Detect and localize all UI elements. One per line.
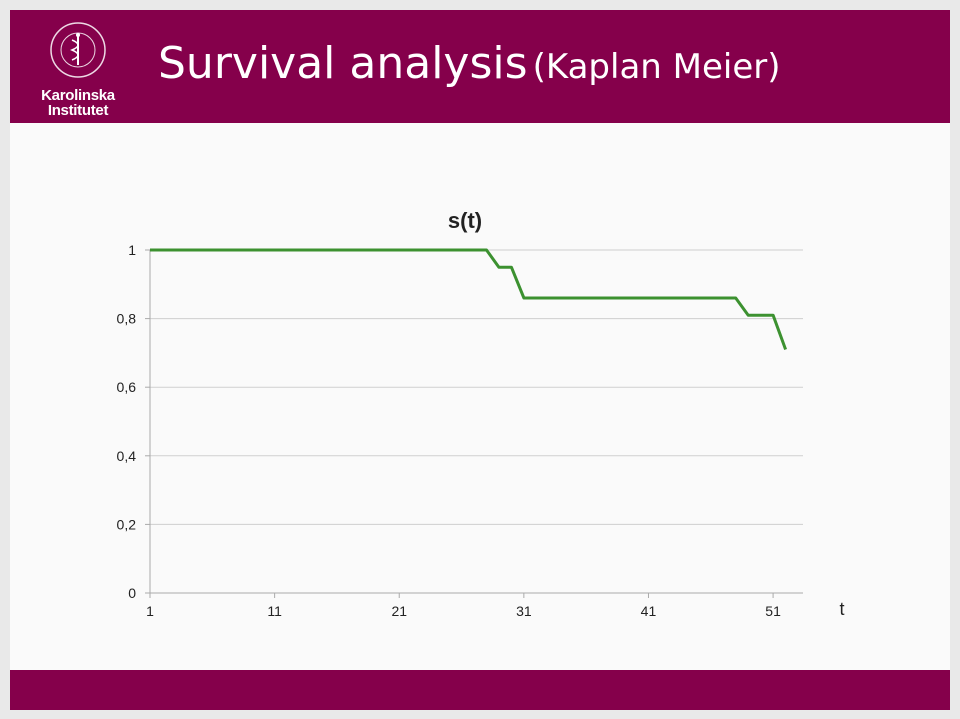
x-tick-label: 1 xyxy=(146,603,154,619)
x-tick-label: 41 xyxy=(641,603,657,619)
y-tick-label: 0,4 xyxy=(117,448,137,464)
x-tick-label: 31 xyxy=(516,603,532,619)
y-tick-label: 0,2 xyxy=(117,516,137,532)
chart-title: s(t) xyxy=(448,208,482,233)
page-title: Survival analysis (Kaplan Meier) xyxy=(158,38,781,89)
series-line xyxy=(150,248,788,351)
seal-icon xyxy=(50,22,106,78)
title-sub: (Kaplan Meier) xyxy=(532,47,781,87)
survival-chart: s(t) 00,20,40,60,81 1 11 21 31 41 51 t xyxy=(117,208,845,619)
x-axis-label: t xyxy=(839,599,844,619)
title-main: Survival analysis xyxy=(158,38,528,89)
footer-bar xyxy=(10,670,950,710)
logo-line-2: Institutet xyxy=(47,102,109,119)
grid-lines xyxy=(145,249,803,598)
y-tick-label: 1 xyxy=(128,242,136,258)
logo-line-1: Karolinska xyxy=(41,87,115,104)
x-tick-label: 21 xyxy=(391,603,407,619)
y-tick-label: 0,6 xyxy=(117,379,137,395)
y-tick-label: 0,8 xyxy=(117,311,137,327)
y-tick-label: 0 xyxy=(128,585,136,601)
x-tick-label: 11 xyxy=(267,603,282,619)
karolinska-logo: Karolinska Institutet xyxy=(30,18,126,118)
y-tick-labels: 0 0,2 0,4 0,6 0,8 1 xyxy=(117,242,137,601)
header-bar: Karolinska Institutet Survival analysis … xyxy=(10,10,950,123)
slide: Karolinska Institutet Survival analysis … xyxy=(10,10,950,710)
x-tick-labels: 1 11 21 31 41 51 xyxy=(146,603,781,619)
series-lines xyxy=(150,248,788,351)
x-tick-label: 51 xyxy=(765,603,781,619)
